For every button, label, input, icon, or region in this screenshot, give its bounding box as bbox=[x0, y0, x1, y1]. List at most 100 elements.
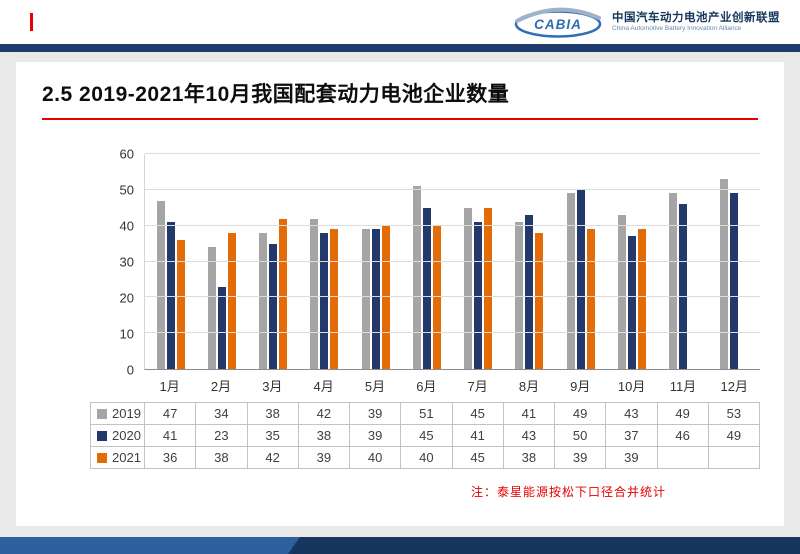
table-cell: 40 bbox=[348, 446, 402, 469]
legend-swatch-icon bbox=[97, 409, 107, 419]
cabia-logo-icon: CABIA bbox=[514, 7, 602, 38]
y-axis-tick-label: 60 bbox=[119, 146, 134, 162]
data-table: 2019 47 34 38 42 39 51 45 41 49 43 49 53 2020 41 23 35 38… bbox=[90, 402, 761, 469]
footnote: 注：泰星能源按松下口径合并统计 bbox=[470, 485, 666, 499]
bar-2020 bbox=[627, 236, 636, 369]
legend-key: 2019 bbox=[90, 402, 145, 425]
table-cell bbox=[656, 446, 709, 469]
bar-2019 bbox=[310, 218, 319, 369]
table-cell: 38 bbox=[246, 402, 299, 425]
table-row: 2021 36 38 42 39 40 40 45 38 39 39 bbox=[90, 446, 761, 469]
bar-groups bbox=[145, 154, 760, 369]
table-cell bbox=[707, 446, 761, 469]
y-axis-tick-label: 0 bbox=[126, 362, 134, 378]
bar-2019 bbox=[464, 207, 473, 369]
table-cell: 38 bbox=[297, 424, 351, 447]
table-cell: 41 bbox=[451, 424, 504, 447]
gridline bbox=[145, 296, 760, 298]
bar-group bbox=[504, 154, 555, 369]
bar-2019 bbox=[566, 193, 575, 369]
bar-chart: 0 10 20 30 40 50 60 1月 2月 3月 4月 5月 6月 7月 8月 9月 10月 11月 12… bbox=[16, 147, 784, 395]
table-cell: 47 bbox=[143, 402, 197, 425]
header-divider-band bbox=[0, 44, 800, 52]
bar-2020 bbox=[166, 222, 175, 369]
table-cell: 51 bbox=[400, 402, 453, 425]
bar-2020 bbox=[525, 214, 534, 369]
gridline bbox=[145, 153, 760, 154]
cabia-logo-text: CABIA bbox=[534, 17, 582, 32]
table-cell: 39 bbox=[348, 402, 402, 425]
bar-2021 bbox=[637, 229, 646, 369]
table-cell: 39 bbox=[297, 446, 351, 469]
red-accent-mark bbox=[30, 13, 33, 31]
table-cell: 46 bbox=[656, 424, 709, 447]
bar-2021 bbox=[586, 229, 595, 369]
table-cell: 42 bbox=[297, 402, 351, 425]
bar-2019 bbox=[515, 222, 524, 369]
x-axis-tick-label: 4月 bbox=[313, 379, 334, 394]
x-axis-tick-label: 8月 bbox=[518, 379, 540, 394]
bar-2020 bbox=[422, 207, 431, 369]
table-cell: 34 bbox=[195, 402, 248, 425]
bar-group bbox=[299, 154, 350, 369]
gridline bbox=[145, 224, 760, 226]
table-cell: 39 bbox=[553, 446, 607, 469]
x-axis: 1月 2月 3月 4月 5月 6月 7月 8月 9月 10月 11月 12月 bbox=[144, 372, 760, 395]
bar-2020 bbox=[217, 286, 226, 369]
plot-area bbox=[144, 153, 760, 370]
bar-2019 bbox=[617, 214, 626, 369]
gridline bbox=[145, 332, 760, 334]
org-name-en: China Automotive Battery Innovation Alli… bbox=[612, 24, 742, 32]
title-underline bbox=[42, 118, 758, 120]
slide-card: 2.5 2019-2021年10月我国配套动力电池企业数量 0 10 20 30 40 5… bbox=[16, 62, 784, 526]
bar-2019 bbox=[669, 193, 678, 369]
x-axis-tick-label: 2月 bbox=[210, 379, 232, 394]
table-cell: 38 bbox=[195, 446, 248, 469]
slide-title: 2.5 2019-2021年10月我国配套动力电池企业数量 bbox=[42, 83, 510, 106]
x-axis-tick-label: 5月 bbox=[364, 379, 386, 394]
bar-2021 bbox=[330, 229, 339, 369]
bar-group bbox=[248, 154, 299, 369]
bar-group bbox=[145, 154, 196, 369]
table-cell: 43 bbox=[502, 424, 556, 447]
bar-group bbox=[709, 154, 760, 369]
table-cell: 50 bbox=[553, 424, 607, 447]
table-cell: 49 bbox=[553, 402, 607, 425]
bar-group bbox=[453, 154, 504, 369]
x-axis-tick-label: 9月 bbox=[570, 379, 591, 394]
y-axis-tick-label: 10 bbox=[119, 326, 134, 342]
table-cell: 23 bbox=[195, 424, 248, 447]
gridline bbox=[145, 260, 760, 262]
table-cell: 39 bbox=[348, 424, 402, 447]
x-axis-tick-label: 3月 bbox=[262, 379, 283, 394]
table-row: 2019 47 34 38 42 39 51 45 41 49 43 49 53 bbox=[90, 402, 761, 425]
table-cell: 37 bbox=[605, 424, 658, 447]
bar-2019 bbox=[412, 186, 421, 369]
table-row: 2020 41 23 35 38 39 45 41 43 50 37 46 49 bbox=[90, 424, 761, 447]
bar-2021 bbox=[484, 207, 493, 369]
bar-2020 bbox=[474, 222, 483, 369]
bar-2020 bbox=[576, 189, 585, 369]
bar-group bbox=[555, 154, 606, 369]
bar-group bbox=[606, 154, 657, 369]
x-axis-tick-label: 1月 bbox=[159, 379, 180, 394]
y-axis-tick-label: 20 bbox=[119, 290, 134, 306]
x-axis-tick-label: 7月 bbox=[467, 379, 488, 394]
table-cell: 38 bbox=[502, 446, 556, 469]
bar-2021 bbox=[279, 218, 288, 369]
table-cell: 53 bbox=[707, 402, 761, 425]
table-cell: 41 bbox=[502, 402, 556, 425]
bar-2019 bbox=[259, 232, 268, 369]
page-footer bbox=[0, 537, 800, 554]
legend-swatch-icon bbox=[97, 453, 107, 463]
bar-2020 bbox=[730, 193, 739, 369]
org-name-cn: 中国汽车动力电池产业创新联盟 bbox=[612, 11, 780, 24]
table-cell: 36 bbox=[143, 446, 197, 469]
table-cell: 45 bbox=[400, 424, 453, 447]
table-cell: 41 bbox=[143, 424, 197, 447]
table-cell: 39 bbox=[605, 446, 658, 469]
table-cell: 35 bbox=[246, 424, 299, 447]
bar-group bbox=[350, 154, 401, 369]
table-cell: 49 bbox=[707, 424, 761, 447]
legend-swatch-icon bbox=[97, 431, 107, 441]
